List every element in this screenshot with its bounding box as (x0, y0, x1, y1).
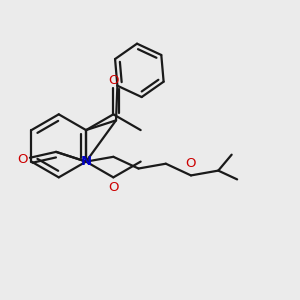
Text: N: N (80, 155, 92, 168)
Text: O: O (108, 74, 119, 87)
Text: O: O (17, 153, 28, 166)
Text: O: O (186, 157, 196, 170)
Text: O: O (108, 181, 119, 194)
